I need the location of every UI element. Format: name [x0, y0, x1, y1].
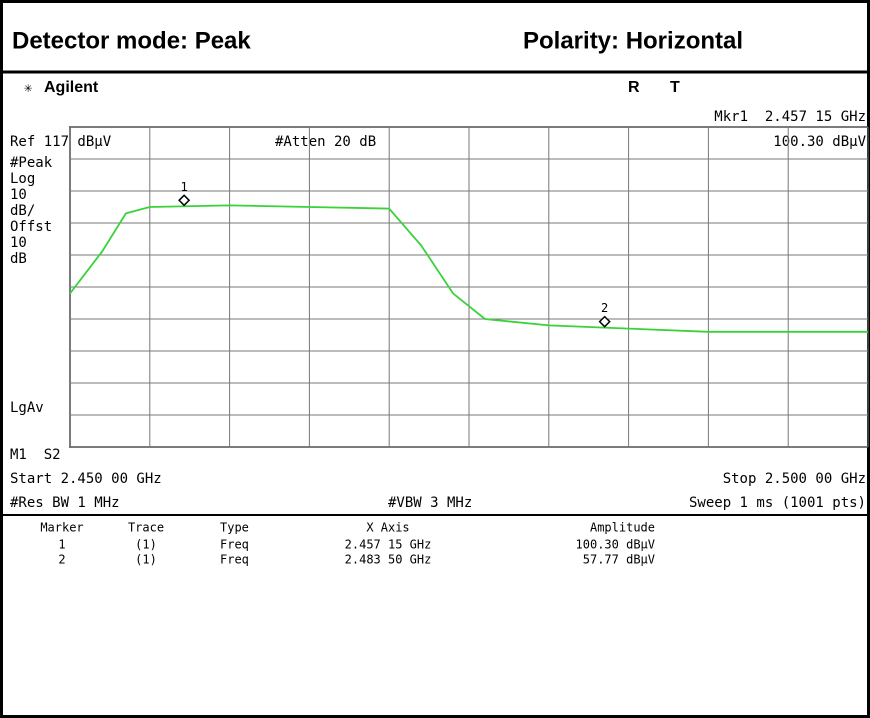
polarity: Polarity: Horizontal — [523, 27, 743, 54]
scale-label: 10 — [10, 187, 27, 203]
detector-mode: Detector mode: Peak — [12, 27, 251, 54]
table-header: Amplitude — [590, 521, 655, 535]
marker — [598, 315, 611, 328]
res-bw: #Res BW 1 MHz — [10, 495, 120, 511]
lgav: LgAv — [10, 400, 44, 416]
table-cell: 100.30 dBµV — [576, 538, 655, 552]
scale-label: dB/ — [10, 203, 35, 219]
table-header: X Axis — [366, 521, 409, 535]
marker-label: 2 — [601, 301, 608, 315]
table-cell: 2.457 15 GHz — [345, 538, 432, 552]
ref-level: Ref 117 dBµV — [10, 134, 112, 150]
marker-readout: Mkr1 2.457 15 GHz — [714, 109, 866, 125]
table-cell: (1) — [135, 538, 157, 552]
table-header: Type — [220, 521, 249, 535]
scale-label: 10 — [10, 235, 27, 251]
status: R — [628, 79, 640, 96]
m1s2: M1 S2 — [10, 447, 61, 463]
table-header: Trace — [128, 521, 164, 535]
marker-amplitude: 100.30 dBµV — [773, 134, 866, 150]
marker-label: 1 — [180, 180, 187, 194]
brand: Agilent — [44, 79, 99, 96]
scale-label: dB — [10, 251, 27, 267]
trace — [69, 204, 868, 333]
sweep: Sweep 1 ms (1001 pts) — [689, 495, 866, 511]
table-cell: Freq — [220, 538, 249, 552]
table-header: Marker — [40, 521, 83, 535]
scale-label: Log — [10, 171, 35, 187]
start-freq: Start 2.450 00 GHz — [10, 471, 162, 487]
table-cell: (1) — [135, 553, 157, 567]
table-cell: 2.483 50 GHz — [345, 553, 432, 567]
attenuation: #Atten 20 dB — [275, 134, 376, 150]
vbw: #VBW 3 MHz — [388, 495, 472, 511]
scale-label: Offst — [10, 219, 52, 235]
stop-freq: Stop 2.500 00 GHz — [723, 471, 866, 487]
scale-label: #Peak — [10, 155, 53, 171]
table-cell: 2 — [58, 553, 65, 567]
marker — [178, 194, 191, 207]
logo: ✳ — [24, 80, 33, 96]
table-cell: Freq — [220, 553, 249, 567]
table-cell: 1 — [58, 538, 65, 552]
table-cell: 57.77 dBµV — [583, 553, 655, 567]
status: T — [670, 79, 680, 96]
